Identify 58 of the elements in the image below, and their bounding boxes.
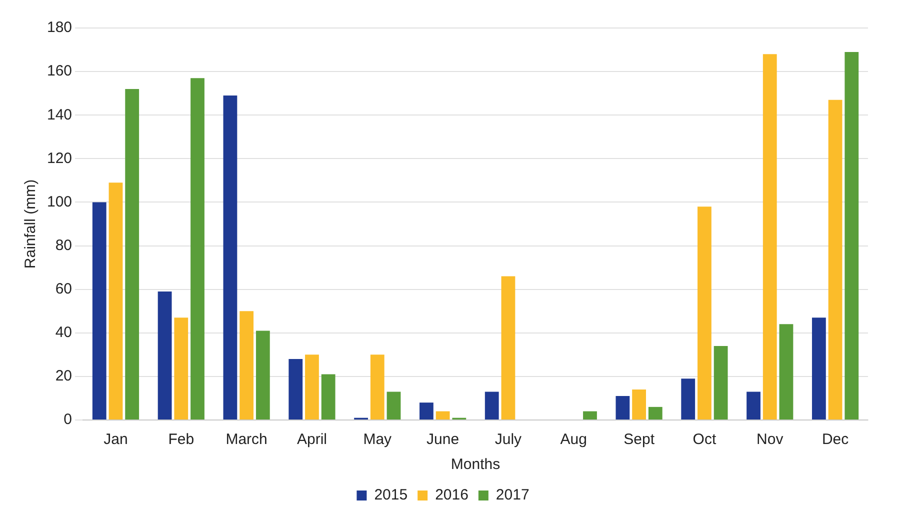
bar xyxy=(501,276,516,420)
x-tick-label: June xyxy=(426,431,460,448)
y-tick-label: 60 xyxy=(55,280,72,298)
bar xyxy=(484,392,499,420)
bar xyxy=(746,392,760,420)
bar xyxy=(583,411,597,420)
bar xyxy=(92,202,106,420)
x-tick-label: Sept xyxy=(624,431,656,448)
x-tick-label: Feb xyxy=(168,431,194,448)
bar xyxy=(158,292,172,420)
bar xyxy=(632,390,646,420)
bar xyxy=(370,354,384,420)
bar xyxy=(256,330,270,420)
bar xyxy=(288,359,303,420)
bar xyxy=(240,311,254,420)
y-tick-label: 140 xyxy=(46,106,72,124)
bar xyxy=(844,52,859,420)
bar xyxy=(223,96,238,420)
bar xyxy=(436,411,450,420)
x-tick-label: Nov xyxy=(756,431,784,448)
x-tick-label: May xyxy=(363,431,392,448)
bar xyxy=(779,324,794,420)
bar xyxy=(305,354,319,420)
bar xyxy=(420,402,434,420)
bar xyxy=(190,78,204,420)
y-axis-title: Rainfall (mm) xyxy=(22,179,40,269)
y-tick-label: 100 xyxy=(46,193,72,210)
bar xyxy=(762,54,777,420)
y-tick-label: 120 xyxy=(46,150,72,167)
y-tick-label: 160 xyxy=(46,62,72,80)
y-tick-label: 80 xyxy=(55,236,72,254)
bar xyxy=(174,318,188,420)
bar xyxy=(108,182,123,420)
x-tick-label: Aug xyxy=(560,431,587,448)
bar xyxy=(714,346,728,420)
bar xyxy=(828,100,842,420)
bar xyxy=(648,406,662,420)
x-tick-label: Jan xyxy=(104,431,128,448)
y-tick-label: 0 xyxy=(64,411,72,428)
bar xyxy=(812,318,826,420)
legend-label: 2015 xyxy=(374,486,408,504)
bar xyxy=(386,392,401,420)
x-tick-label: July xyxy=(494,431,522,448)
legend-label: 2017 xyxy=(496,486,530,504)
bar xyxy=(125,88,140,420)
y-tick-label: 180 xyxy=(46,19,72,36)
legend-label: 2016 xyxy=(435,486,468,504)
x-tick-label: Oct xyxy=(692,431,717,448)
y-tick-label: 20 xyxy=(55,368,72,385)
x-tick-label: March xyxy=(226,431,268,448)
bar xyxy=(681,378,696,420)
x-axis-title: Months xyxy=(450,456,500,474)
y-tick-label: 40 xyxy=(55,324,72,342)
x-tick-label: April xyxy=(296,431,327,448)
x-tick-label: Dec xyxy=(822,431,850,448)
bar xyxy=(616,396,630,420)
bar xyxy=(698,206,712,420)
bar xyxy=(321,374,336,420)
